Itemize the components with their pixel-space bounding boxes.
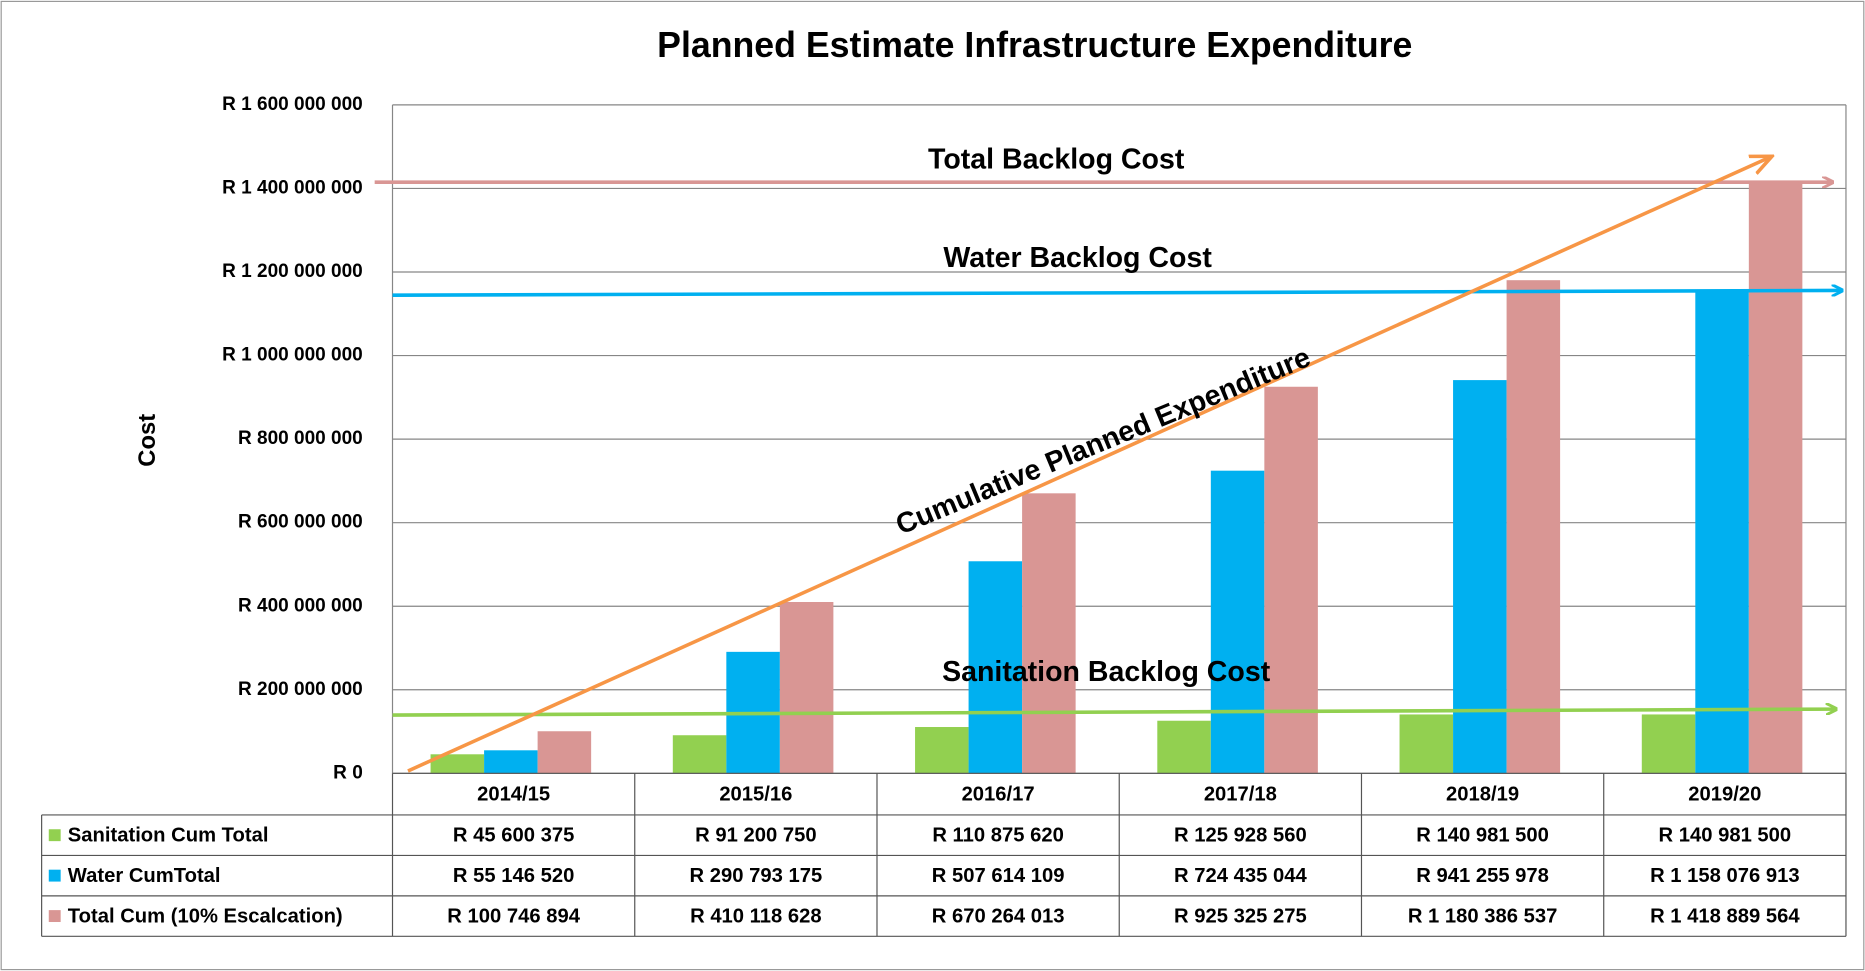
chart-title: Planned Estimate Infrastructure Expendit…: [657, 25, 1412, 65]
table-value: R 140 981 500: [1659, 825, 1792, 847]
table-value: R 55 146 520: [453, 865, 574, 887]
x-tick-label: 2016/17: [962, 784, 1035, 806]
bar: [968, 561, 1023, 774]
bar: [1210, 470, 1265, 774]
bar: [1641, 714, 1696, 774]
y-tick-label: R 400 000 000: [238, 595, 363, 616]
table-value: R 410 118 628: [690, 906, 822, 928]
annotation: Water Backlog Cost: [943, 242, 1212, 274]
legend-swatch: [48, 829, 61, 842]
bar: [1022, 493, 1076, 774]
bar: [430, 754, 485, 774]
table-value: R 125 928 560: [1174, 825, 1307, 847]
table-value: R 290 793 175: [690, 865, 823, 887]
table-value: R 507 614 109: [932, 865, 1065, 887]
bar: [1264, 386, 1318, 774]
legend-label: Sanitation Cum Total: [68, 825, 269, 847]
x-tick-label: 2017/18: [1204, 784, 1277, 806]
table-value: R 941 255 978: [1416, 865, 1549, 887]
plot: R 0 R 200 000 000 R 400 000 000 R 600 000 0…: [41, 94, 1847, 937]
table-value: R 91 200 750: [695, 825, 816, 847]
bar: [915, 727, 969, 774]
cumulative-arrow: [407, 157, 1770, 773]
y-tick-label: R 0: [333, 762, 363, 783]
sanitation-backlog-arrow: [392, 709, 1836, 717]
legend-label: Total Cum (10% Escalcation): [68, 906, 343, 928]
legend-label: Water CumTotal: [68, 865, 221, 887]
x-tick-label: 2019/20: [1688, 784, 1761, 806]
table-value: R 670 264 013: [932, 906, 1065, 928]
table-value: R 925 325 275: [1174, 906, 1307, 928]
table-value: R 110 875 620: [932, 825, 1064, 847]
bar: [1748, 180, 1803, 774]
y-axis-label: Cost: [134, 414, 161, 467]
water-backlog-arrow: [392, 290, 1842, 297]
table-value: R 100 746 894: [447, 906, 580, 928]
legend-swatch: [48, 869, 61, 882]
y-tick-label: R 200 000 000: [238, 679, 363, 700]
table-value: R 45 600 375: [453, 825, 574, 847]
x-tick-label: 2015/16: [719, 784, 792, 806]
x-tick-label: 2018/19: [1446, 784, 1519, 806]
annotation: Sanitation Backlog Cost: [942, 656, 1271, 688]
bar: [1695, 289, 1749, 774]
table-value: R 1 180 386 537: [1408, 906, 1558, 928]
bar: [1506, 280, 1561, 774]
bar: [1453, 380, 1507, 774]
legend-swatch: [48, 910, 61, 923]
annotation: Total Backlog Cost: [928, 143, 1185, 175]
table-value: R 1 418 889 564: [1650, 906, 1800, 928]
y-tick-label: R 1 200 000 000: [222, 261, 363, 282]
y-tick-label: R 1 000 000 000: [222, 345, 363, 366]
y-tick-label: R 1 400 000 000: [222, 177, 363, 198]
bar: [537, 731, 592, 774]
table-value: R 724 435 044: [1174, 865, 1307, 887]
table-value: R 140 981 500: [1416, 825, 1549, 847]
bar: [1399, 714, 1454, 774]
bar: [779, 601, 834, 774]
bar: [484, 750, 538, 774]
bar: [672, 735, 727, 774]
y-tick-label: R 800 000 000: [238, 428, 363, 449]
table-value: R 1 158 076 913: [1650, 865, 1800, 887]
y-tick-label: R 1 600 000 000: [222, 94, 363, 115]
x-tick-label: 2014/15: [477, 784, 550, 806]
y-tick-label: R 600 000 000: [238, 512, 363, 533]
bar: [1157, 720, 1211, 774]
